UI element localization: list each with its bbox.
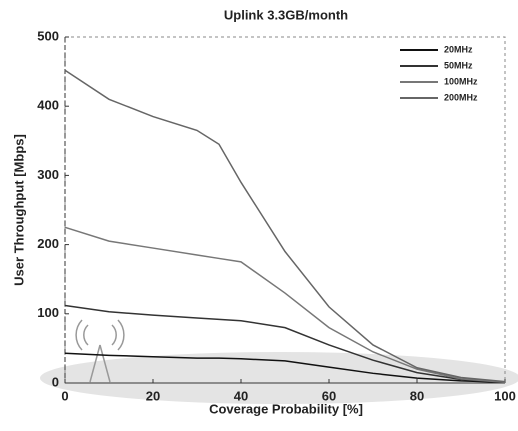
y-axis-label: User Throughput [Mbps] [11,134,26,286]
x-tick-label: 40 [234,388,248,403]
y-tick-label: 400 [37,98,59,113]
plot-frame [64,36,506,384]
legend-label: 20MHz [444,44,473,54]
chart-title: Uplink 3.3GB/month [224,7,348,22]
legend-label: 100MHz [444,76,478,86]
x-tick-label: 20 [146,388,160,403]
y-tick-label: 200 [37,236,59,251]
legend-label: 200MHz [444,92,478,102]
legend-label: 50MHz [444,60,473,70]
series-line [64,304,506,384]
x-tick-label: 80 [410,388,424,403]
x-tick-label: 0 [61,388,68,403]
x-tick-label: 60 [322,388,336,403]
series-line [64,226,506,384]
y-tick-label: 100 [37,305,59,320]
y-tick-label: 0 [52,374,59,389]
x-tick-label: 100 [494,388,516,403]
coverage-area [40,352,518,404]
y-tick-label: 300 [37,167,59,182]
tower-icon [75,319,125,383]
x-axis-label: Coverage Probability [%] [209,401,363,416]
y-tick-label: 500 [37,28,59,43]
series-line [64,69,506,383]
series-line [64,352,506,384]
